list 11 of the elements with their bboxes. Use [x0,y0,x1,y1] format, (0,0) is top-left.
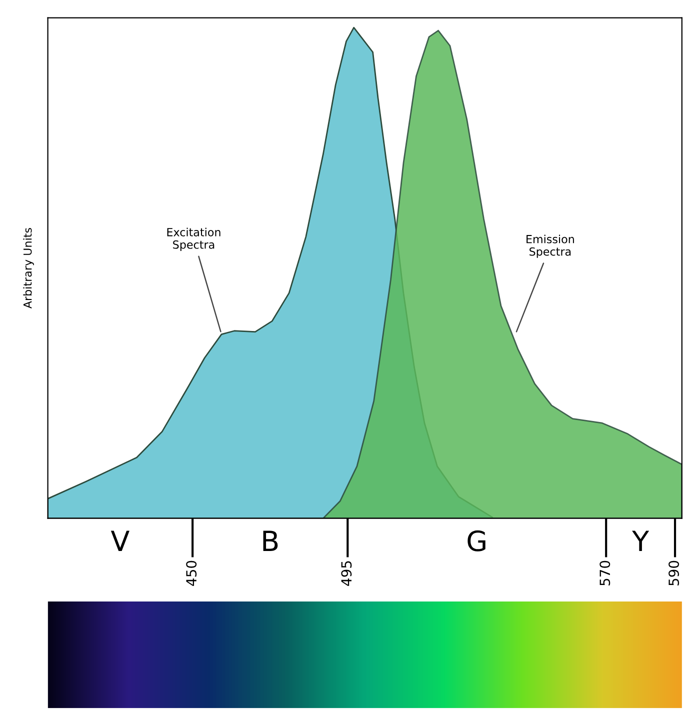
text: Y [632,530,650,552]
annotation: Excitation Spectra [167,228,220,251]
x-tick-label: 570 [600,560,610,586]
y-axis-title: Arbitrary Units [23,228,34,309]
x-tick-label: 495 [341,561,352,586]
text: G [468,530,486,552]
x-tick-label: 450 [186,560,197,586]
text: B [263,530,278,552]
text: V [110,530,130,552]
annotation: Emission Spectra [526,234,574,258]
x-tick-label: 590 [668,560,680,586]
